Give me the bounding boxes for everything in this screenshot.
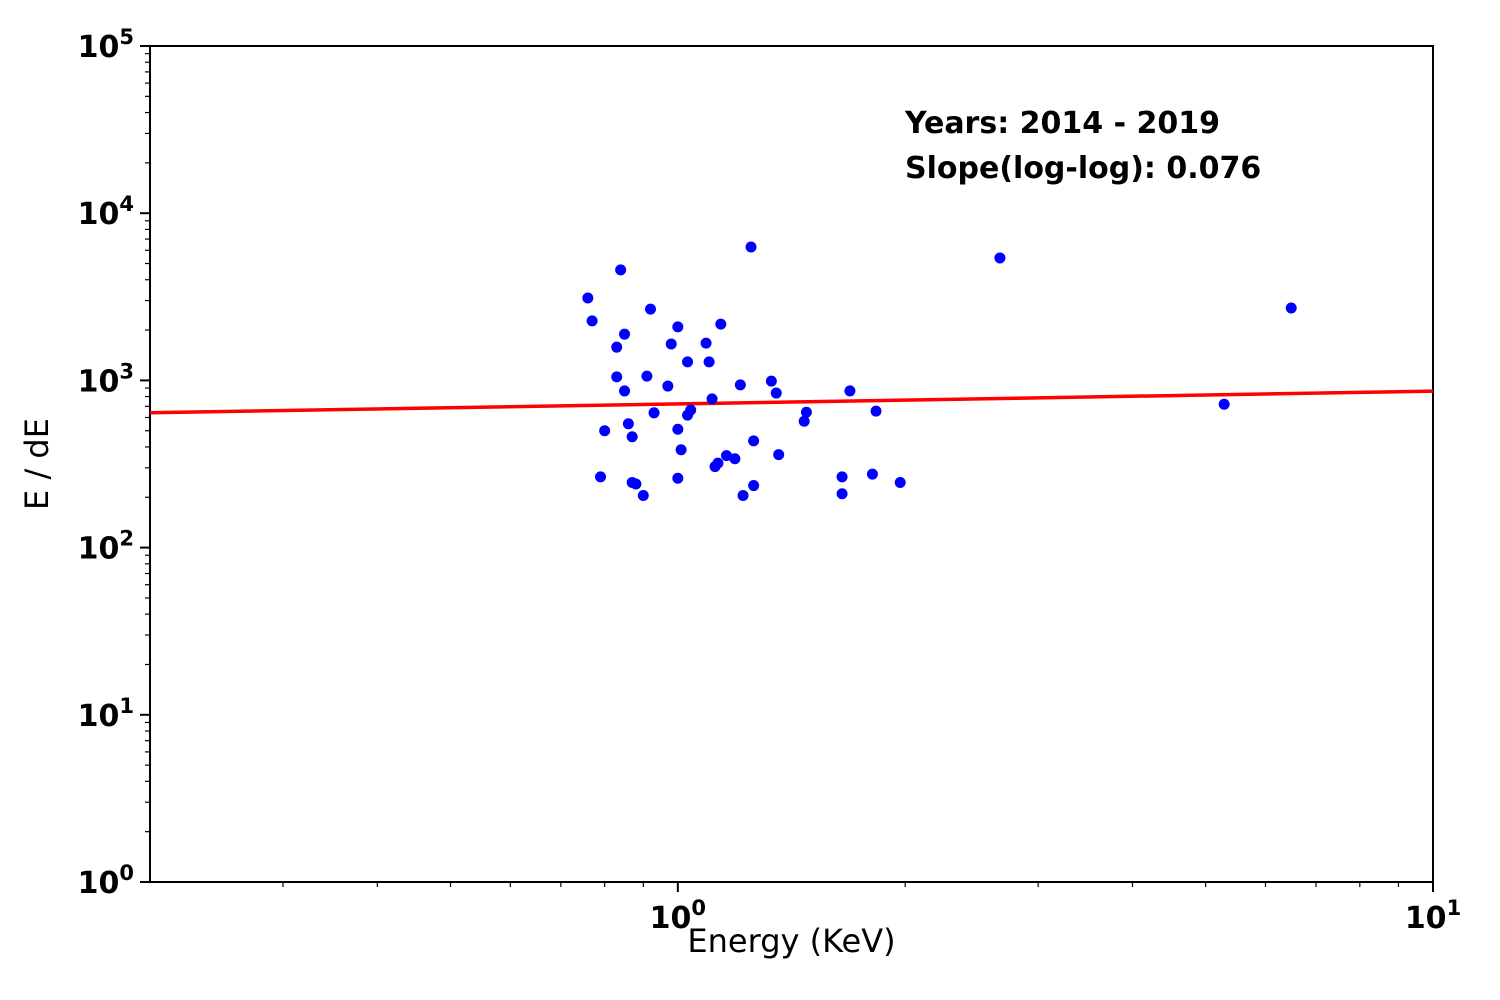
annotation-years: Years: 2014 - 2019 xyxy=(905,106,1220,141)
data-point xyxy=(844,385,856,397)
data-point xyxy=(611,371,623,383)
y-axis-label: E / dE xyxy=(18,418,56,510)
data-point xyxy=(770,387,782,399)
data-point xyxy=(599,425,611,437)
y-tick-label: 102 xyxy=(78,527,134,567)
data-point xyxy=(582,292,594,304)
data-point xyxy=(836,488,848,500)
data-point xyxy=(626,431,638,443)
data-point xyxy=(798,415,810,427)
data-point xyxy=(622,418,634,430)
data-point xyxy=(595,471,607,483)
data-point xyxy=(748,480,760,492)
data-point xyxy=(675,444,687,456)
data-point xyxy=(611,341,623,353)
data-point xyxy=(586,315,598,327)
data-point xyxy=(700,337,712,349)
data-point xyxy=(637,489,649,501)
data-point xyxy=(836,471,848,483)
data-point xyxy=(619,328,631,340)
data-point xyxy=(682,356,694,368)
data-point xyxy=(745,241,757,253)
data-point xyxy=(706,393,718,405)
data-point xyxy=(737,489,749,501)
data-point xyxy=(712,457,724,469)
data-point xyxy=(619,385,631,397)
plot-frame xyxy=(149,45,1434,883)
data-point xyxy=(748,435,760,447)
data-point xyxy=(644,303,656,315)
data-point xyxy=(715,318,727,330)
x-axis-label: Energy (KeV) xyxy=(687,922,895,960)
data-point xyxy=(721,450,733,462)
data-point xyxy=(630,478,642,490)
data-point xyxy=(1218,398,1230,410)
annotation-slope: Slope(log-log): 0.076 xyxy=(905,151,1262,186)
y-tick-label: 100 xyxy=(78,861,134,901)
data-point xyxy=(765,375,777,387)
data-point xyxy=(870,405,882,417)
data-point xyxy=(641,370,653,382)
y-tick-label: 101 xyxy=(78,694,134,734)
data-point xyxy=(734,379,746,391)
y-tick-label: 103 xyxy=(78,359,134,399)
data-point xyxy=(894,477,906,489)
data-point xyxy=(672,472,684,484)
data-point xyxy=(1285,302,1297,314)
data-point xyxy=(729,453,741,465)
data-point xyxy=(994,252,1006,264)
trend-line xyxy=(149,389,1434,415)
data-point xyxy=(648,407,660,419)
data-point xyxy=(672,321,684,333)
y-tick-label: 105 xyxy=(78,25,134,65)
x-tick-label: 101 xyxy=(1405,896,1461,936)
data-point xyxy=(665,338,677,350)
data-point xyxy=(773,449,785,461)
y-tick-label: 104 xyxy=(78,192,134,232)
data-point xyxy=(662,380,674,392)
data-point xyxy=(800,406,812,418)
data-point xyxy=(866,468,878,480)
data-point xyxy=(615,264,627,276)
data-point xyxy=(685,404,697,416)
data-point xyxy=(703,356,715,368)
annotation-box: Years: 2014 - 2019 Slope(log-log): 0.076 xyxy=(905,101,1261,191)
data-point xyxy=(672,423,684,435)
x-tick-label: 100 xyxy=(650,896,706,936)
